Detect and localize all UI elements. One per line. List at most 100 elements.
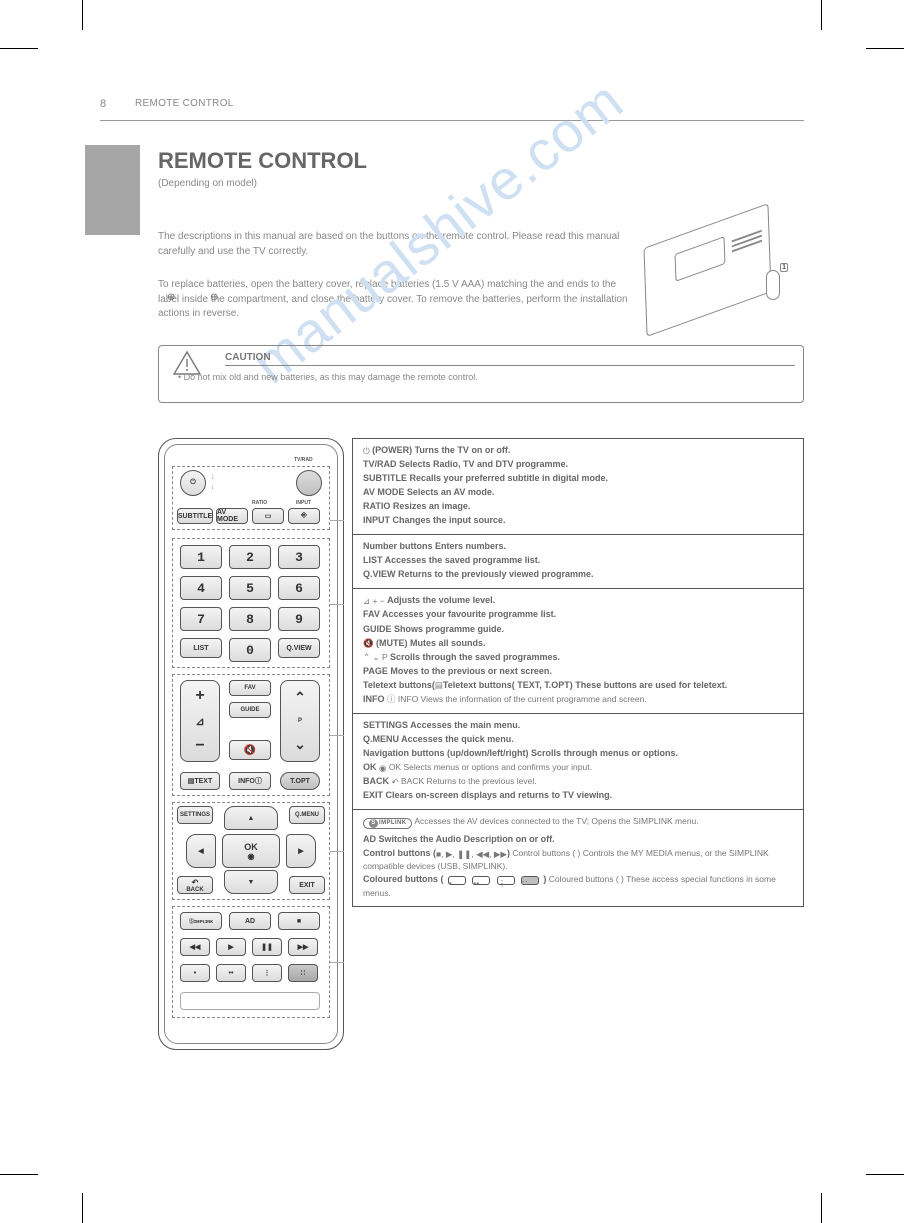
mute-desc: (MUTE) Mutes all sounds. — [376, 638, 486, 648]
list-desc: LIST Accesses the saved programme list. — [363, 555, 540, 565]
num-1: 1 — [180, 545, 222, 569]
desc-row-2: Number buttons Enters numbers. LIST Acce… — [353, 535, 803, 589]
ok-desc: OK Selects menus or options and confirms… — [389, 762, 592, 772]
info-desc: INFO Views the information of the curren… — [398, 694, 647, 704]
num-8: 8 — [229, 607, 271, 631]
mute-icon: 🔇 — [363, 637, 374, 649]
page-desc: Scrolls through the saved programmes. — [390, 652, 560, 662]
input-button: ⎆ — [288, 508, 320, 524]
qmenu-desc: Q.MENU Accesses the quick menu. — [363, 734, 514, 744]
power-button: ⏻ — [180, 470, 206, 496]
desc-row-1: ⏻ (POWER) Turns the TV on or off. TV/RAD… — [353, 439, 803, 535]
num-2: 2 — [229, 545, 271, 569]
page2-desc: PAGE Moves to the previous or next scree… — [363, 666, 552, 676]
rewind-button: ◀◀ — [180, 938, 210, 956]
num-6: 6 — [278, 576, 320, 600]
qview-button: Q.VIEW — [278, 638, 320, 658]
control-icons: ■, ▶, ❚❚, ◀◀, ▶▶ — [436, 848, 507, 860]
caution-label: CAUTION — [225, 352, 271, 363]
desc-row-4: SETTINGS Accesses the main menu. Q.MENU … — [353, 714, 803, 810]
ok-icon: ◉ — [379, 762, 386, 774]
nav-down: ▼ — [224, 870, 278, 894]
section-label: REMOTE CONTROL — [135, 98, 234, 109]
crop-mark — [866, 48, 904, 49]
red-button: • — [180, 964, 210, 982]
exit-button: EXIT — [289, 876, 325, 894]
vol-icon: ⊿ + − — [363, 595, 385, 607]
yellow-button: ⋮ — [252, 964, 282, 982]
nav-up: ▲ — [224, 806, 278, 830]
vol-desc: Adjusts the volume level. — [387, 595, 495, 605]
red-chip: • — [448, 876, 466, 885]
nav-right: ▶ — [286, 834, 316, 868]
back-icon: ↶ — [392, 776, 399, 788]
input-desc: INPUT Changes the input source. — [363, 515, 506, 525]
guide-button: GUIDE — [229, 702, 271, 718]
page-number: 8 — [100, 98, 106, 110]
tvrad-desc: TV/RAD Selects Radio, TV and DTV program… — [363, 459, 568, 469]
num-5: 5 — [229, 576, 271, 600]
settings-desc: SETTINGS Accesses the main menu. — [363, 720, 520, 730]
exit-desc: EXIT Clears on-screen displays and retur… — [363, 790, 612, 800]
desc-row-5: SIMPLINK Accesses the AV devices connect… — [353, 810, 803, 906]
back-desc: BACK Returns to the previous level. — [401, 776, 537, 786]
page-subtitle: (Depending on model) — [158, 178, 257, 189]
mute-button: 🔇 — [229, 740, 271, 760]
green-chip: •• — [472, 876, 490, 885]
caution-text: • Do not mix old and new batteries, as t… — [178, 372, 778, 384]
volume-rocker: + ⊿ − — [180, 680, 220, 762]
minus-sym: ⊖ — [210, 292, 218, 303]
green-button: •• — [216, 964, 246, 982]
ratio-label: RATIO — [252, 500, 267, 506]
tvrad-button — [296, 470, 322, 496]
manual-page: 8 REMOTE CONTROL ENG ENGLISH REMOTE CONT… — [0, 0, 904, 1223]
avmode-button: AV MODE — [216, 508, 248, 524]
header-rule — [100, 120, 804, 121]
yellow-chip: ⋮ — [497, 876, 515, 885]
caution-text-content: Do not mix old and new batteries, as thi… — [184, 372, 478, 382]
num-7: 7 — [180, 607, 222, 631]
blue-button: ∷ — [288, 964, 318, 982]
crop-mark — [0, 1174, 38, 1175]
fav-desc: FAV Accesses your favourite programme li… — [363, 609, 556, 619]
ratio-button: ▭ — [252, 508, 284, 524]
blue-chip: ∷ — [521, 876, 539, 885]
button-description-table: ⏻ (POWER) Turns the TV on or off. TV/RAD… — [352, 438, 804, 907]
simplink-icon: SIMPLINK — [363, 818, 412, 829]
info-icon: ⓘ — [387, 693, 396, 705]
num-3: 3 — [278, 545, 320, 569]
caution-rule — [225, 365, 795, 366]
avmode-desc: AV MODE Selects an AV mode. — [363, 487, 494, 497]
num-4: 4 — [180, 576, 222, 600]
fav-button: FAV — [229, 680, 271, 696]
guide-desc: GUIDE Shows programme guide. — [363, 624, 504, 634]
battery-callout: 1 — [780, 263, 788, 272]
crop-mark — [0, 48, 38, 49]
side-tab-label: ENG ENGLISH — [95, 235, 104, 295]
qview-desc: Q.VIEW Returns to the previously viewed … — [363, 569, 594, 579]
remote-brand-plate — [180, 992, 320, 1010]
subtitle-button: SUBTITLE — [177, 508, 213, 524]
tvrad-label: TV/RAD — [294, 457, 313, 463]
battery-illustration: 1 — [645, 225, 770, 315]
nav-left: ◀ — [186, 834, 216, 868]
crop-mark — [821, 0, 822, 30]
ratio-desc: RATIO Resizes an image. — [363, 501, 470, 511]
prog-rocker: ⌃ P ⌄ — [280, 680, 320, 762]
info-button: INFOⓘ — [229, 772, 271, 790]
teletext-desc: Teletext buttons( TEXT, T.OPT) These but… — [443, 680, 727, 690]
settings-button: SETTINGS — [177, 806, 213, 824]
simplink-button: Ⓢɪᴍᴘʟɪɴᴋ — [180, 912, 222, 930]
stop-button: ■ — [278, 912, 320, 930]
back-button: ↶BACK — [177, 876, 213, 894]
play-button: ▶ — [216, 938, 246, 956]
body-para-2: To replace batteries, open the battery c… — [158, 278, 628, 322]
simplink-desc: Accesses the AV devices connected to the… — [414, 816, 698, 826]
input-label: INPUT — [296, 500, 311, 506]
qmenu-button: Q.MENU — [289, 806, 325, 824]
num-0: 0 — [229, 638, 271, 662]
nav-desc: Navigation buttons (up/down/left/right) … — [363, 748, 678, 758]
forward-button: ▶▶ — [288, 938, 318, 956]
page-title: REMOTE CONTROL — [158, 148, 367, 174]
body-para-1: The descriptions in this manual are base… — [158, 230, 628, 259]
